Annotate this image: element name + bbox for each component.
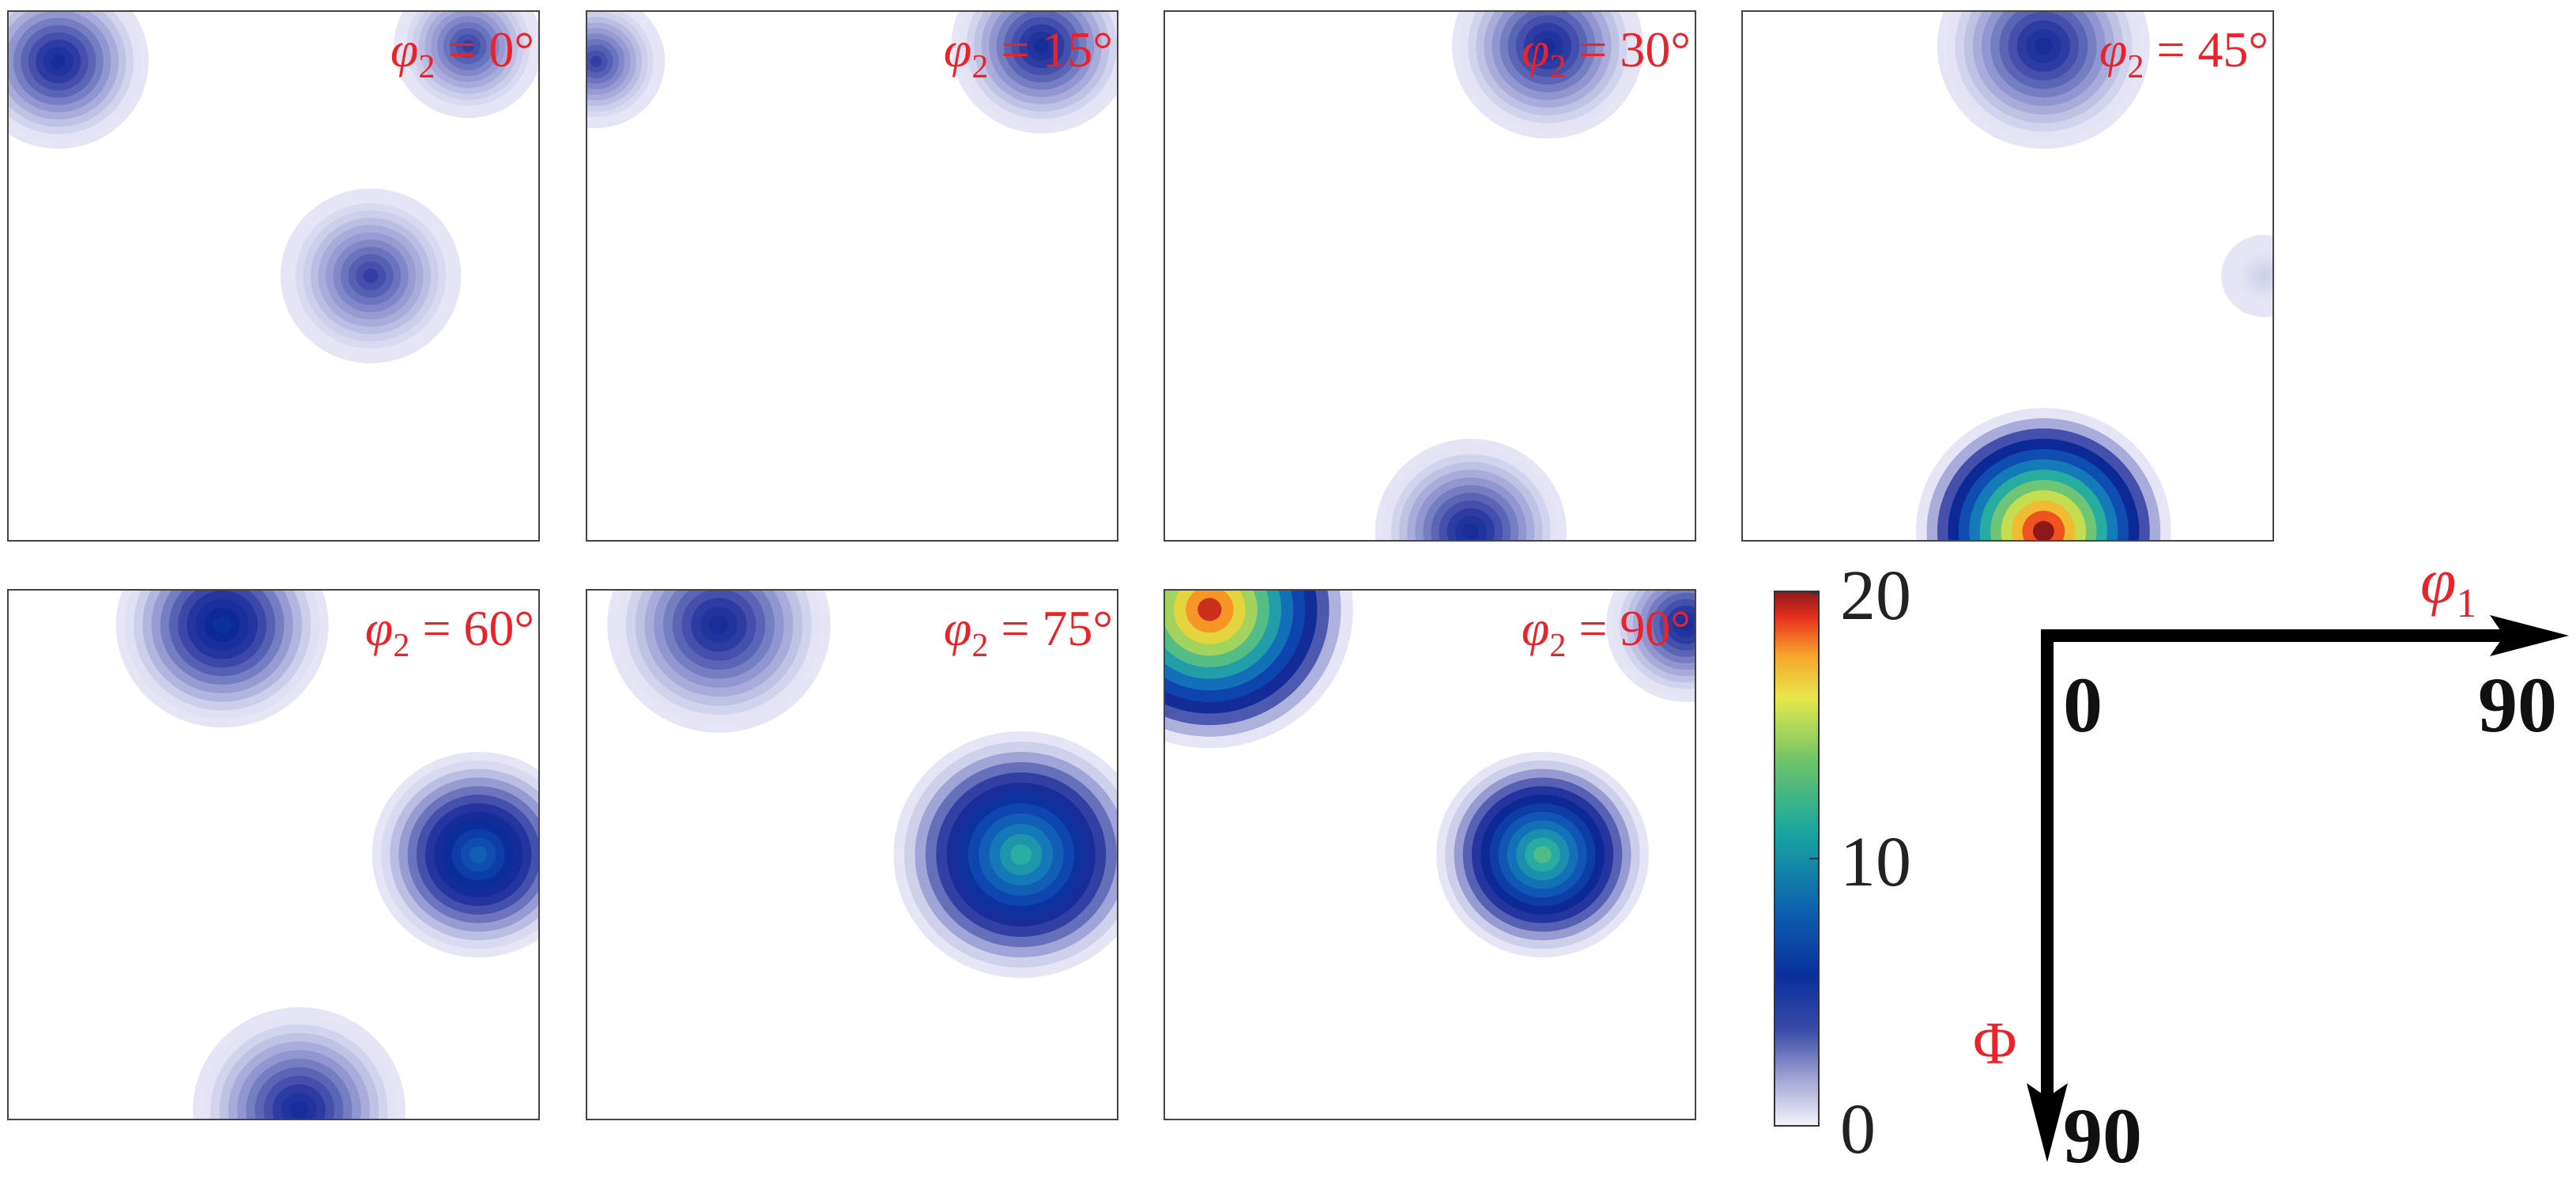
odf-peak <box>8 11 149 149</box>
euler-axes-key: φ1 Φ 0 90 90 <box>1973 545 2569 1178</box>
contour-band <box>470 846 488 863</box>
odf-panel: φ2 = 0° <box>7 10 540 542</box>
odf-peak <box>193 1007 405 1119</box>
panel-frame <box>1164 10 1696 542</box>
odf-panel: φ2 = 90° <box>1164 589 1696 1120</box>
odf-peak <box>115 590 329 728</box>
panel-title: φ2 = 60° <box>365 600 534 664</box>
panel-title: φ2 = 30° <box>1522 21 1691 85</box>
contour-band <box>1010 844 1032 865</box>
contour-band <box>1034 39 1050 54</box>
contour-band <box>1539 38 1556 55</box>
odf-peak <box>1937 11 2150 149</box>
contour-band <box>2035 37 2053 55</box>
odf-panel: φ2 = 30° <box>1164 10 1696 542</box>
contour-band <box>290 1101 308 1119</box>
odf-panel: φ2 = 15° <box>586 10 1118 542</box>
panel-frame <box>7 10 540 542</box>
Phi-arrow-head <box>2027 1083 2068 1162</box>
odf-peak <box>1375 439 1567 541</box>
odf-panel: φ2 = 75° <box>586 589 1118 1120</box>
panel-frame <box>586 10 1118 542</box>
contour-band <box>709 615 729 634</box>
contour-band <box>590 55 602 67</box>
panel-title: φ2 = 45° <box>2099 21 2269 85</box>
panel-title: φ2 = 75° <box>944 600 1113 664</box>
contour-band <box>1462 523 1479 539</box>
contour-band <box>1197 598 1222 621</box>
contour-band <box>51 54 66 69</box>
contour-band <box>2032 521 2054 541</box>
odf-peak <box>394 11 539 119</box>
odf-panel: φ2 = 60° <box>7 589 540 1120</box>
contour-band <box>2260 272 2268 280</box>
contour-band <box>1533 846 1552 863</box>
contour-band <box>213 616 232 634</box>
panel-frame <box>586 589 1118 1120</box>
origin-label: 0 <box>2063 661 2103 749</box>
odf-peak <box>951 11 1118 134</box>
panel-frame <box>1164 589 1696 1120</box>
contour-band <box>363 268 379 284</box>
odf-peak <box>1916 408 2171 541</box>
Phi-axis-label: Φ <box>1973 1010 2017 1077</box>
odf-peak <box>2221 235 2273 317</box>
panel-title: φ2 = 0° <box>390 21 534 85</box>
odf-panels: φ2 = 0° φ2 = 15° φ2 = 30° φ2 = 45° φ2 = 60° φ… <box>7 10 2274 1120</box>
contour-band <box>462 40 475 52</box>
contour-band <box>1679 618 1693 632</box>
panel-frame <box>7 589 540 1120</box>
panel-frame <box>1741 10 2274 542</box>
odf-panel: φ2 = 45° <box>1741 10 2274 542</box>
odf-peak <box>1436 752 1649 957</box>
odf-peak <box>1452 11 1643 139</box>
panel-title: φ2 = 15° <box>944 21 1113 85</box>
colorbar: 20 10 0 <box>1774 557 1911 1169</box>
colorbar-tick-max: 20 <box>1840 557 1911 635</box>
odf-peak <box>372 752 539 957</box>
odf-peak <box>893 731 1118 978</box>
odf-peak <box>280 188 462 364</box>
panel-title: φ2 = 90° <box>1522 600 1691 664</box>
odf-peak <box>1164 590 1353 749</box>
odf-peak <box>607 590 831 733</box>
odf-peak <box>1606 590 1695 702</box>
colorbar-tick-min: 0 <box>1840 1090 1876 1169</box>
phi1-arrow-head <box>2490 615 2569 656</box>
colorbar-tick-mid: 10 <box>1840 823 1911 901</box>
odf-peak <box>586 11 666 129</box>
phi1-end-label: 90 <box>2478 661 2557 749</box>
Phi-end-label: 90 <box>2063 1092 2142 1178</box>
phi1-axis-label: φ1 <box>2420 545 2476 626</box>
